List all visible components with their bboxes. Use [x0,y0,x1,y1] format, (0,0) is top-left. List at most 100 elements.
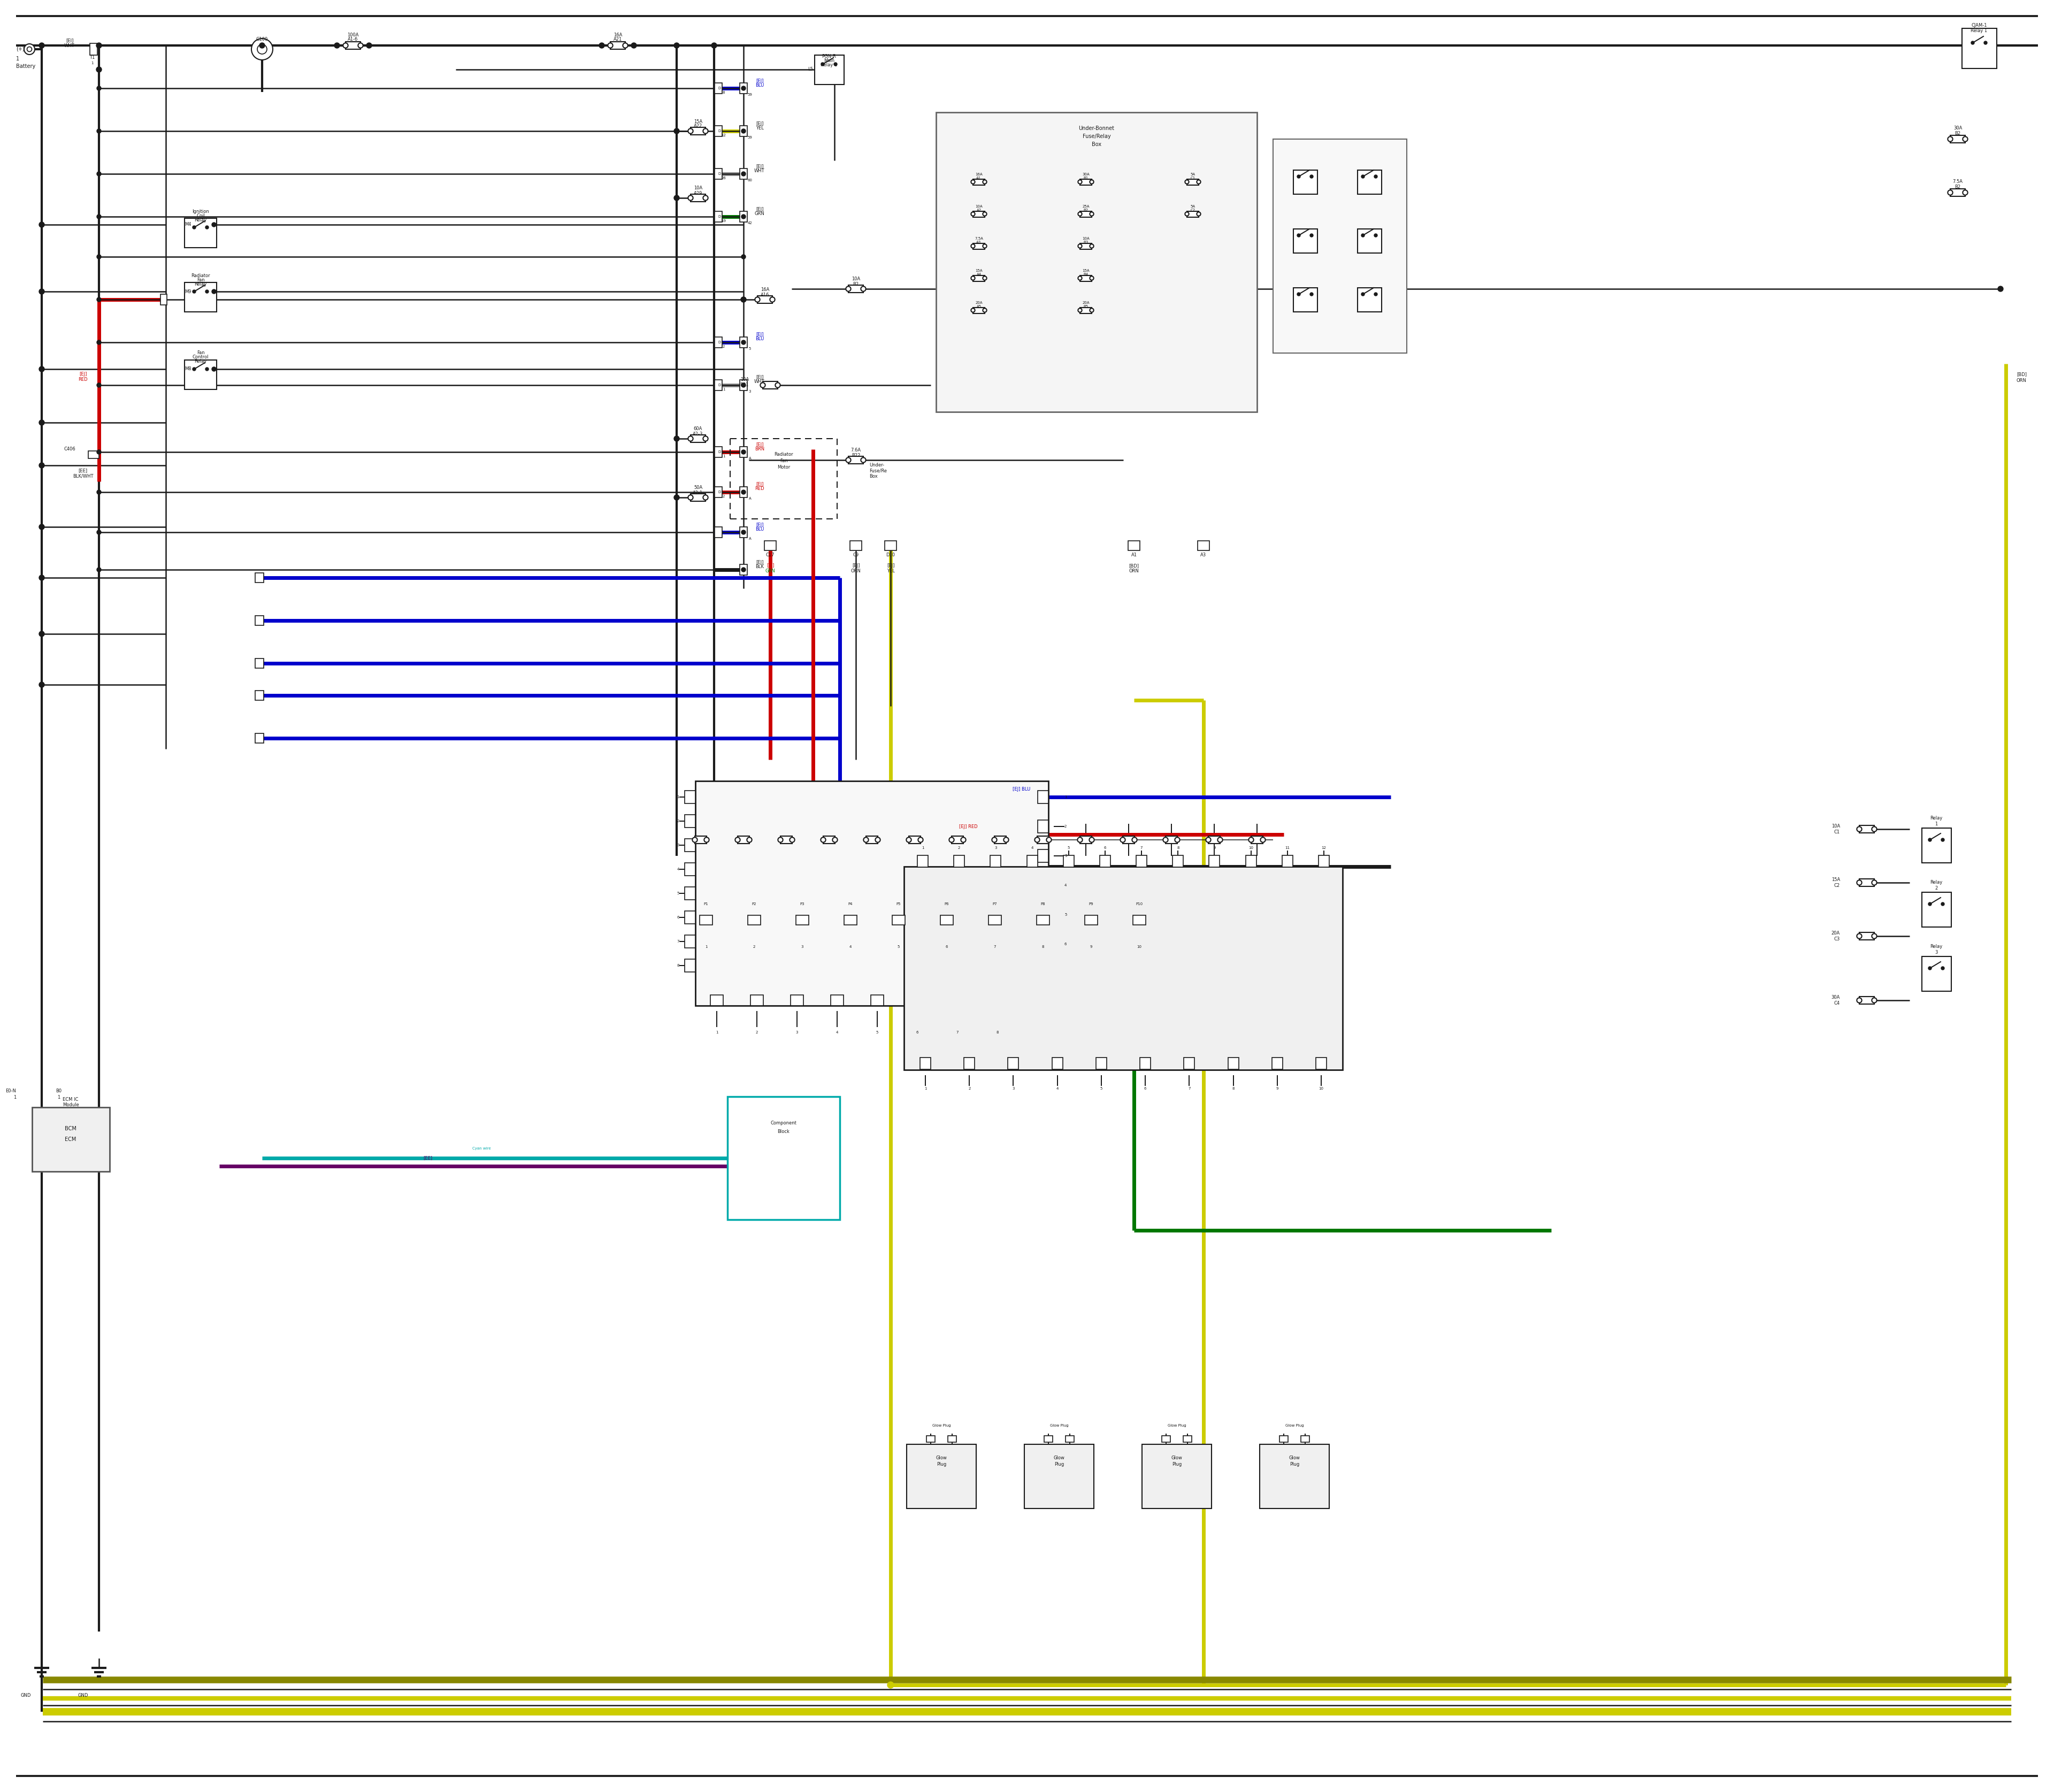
Bar [918,855,928,867]
Text: 20A: 20A [1082,301,1089,305]
Text: 9: 9 [1091,944,1093,948]
Text: D10: D10 [885,554,896,557]
Text: 8: 8 [678,964,680,968]
Bar [1187,179,1200,185]
Circle shape [1091,179,1093,185]
Text: C1: C1 [1191,177,1195,179]
Bar [791,995,803,1005]
Text: A2-1: A2-1 [692,491,702,495]
Circle shape [741,86,746,90]
Text: Relay: Relay [195,358,207,364]
Text: 2: 2 [967,1088,972,1090]
Circle shape [39,366,45,371]
Bar [974,211,984,217]
Circle shape [972,308,976,312]
Text: BLU: BLU [756,527,764,532]
Bar [1080,306,1093,314]
Bar [758,296,772,303]
Circle shape [39,419,45,425]
Bar [690,495,705,502]
Text: C2: C2 [1191,208,1195,211]
Circle shape [863,837,869,842]
Text: 3: 3 [1013,1088,1015,1090]
Text: 15A
C2: 15A C2 [1832,878,1840,887]
Bar [1859,996,1873,1004]
Text: YEL: YEL [756,125,764,131]
Circle shape [1045,837,1052,842]
Circle shape [257,45,267,54]
Bar [951,837,963,844]
Circle shape [1857,998,1861,1004]
Text: BLK: BLK [756,564,764,568]
Circle shape [846,457,850,462]
Circle shape [1078,179,1082,185]
Bar [160,294,166,305]
Text: 10A: 10A [739,378,750,382]
Text: [EJ] RED: [EJ] RED [959,824,978,830]
Text: Relay
2: Relay 2 [1931,880,1943,891]
Text: Glow Plug: Glow Plug [1050,1425,1068,1426]
Text: RED: RED [78,378,88,382]
Text: A1: A1 [976,177,982,179]
Text: 7: 7 [994,944,996,948]
Bar [1317,1057,1327,1070]
Circle shape [875,837,881,842]
Bar [684,839,696,851]
Circle shape [622,43,629,48]
Circle shape [887,1683,893,1688]
Bar [1099,855,1111,867]
Bar [891,916,906,925]
Text: B2: B2 [1955,185,1962,190]
Circle shape [1249,837,1253,842]
Bar [715,337,723,348]
Bar [1197,541,1210,550]
Bar [88,452,99,459]
Text: A16: A16 [760,292,770,297]
Circle shape [688,195,692,201]
Circle shape [961,837,965,842]
Circle shape [756,297,760,303]
Text: L5: L5 [807,66,813,72]
Text: D: D [719,129,721,133]
Bar [684,887,696,900]
Text: [EJ]: [EJ] [756,443,764,446]
Circle shape [39,43,45,48]
Text: M9: M9 [185,289,191,294]
Bar [690,127,705,134]
Circle shape [1857,826,1861,831]
Text: 2: 2 [723,346,725,348]
Text: 10: 10 [1249,846,1253,849]
Bar [1037,909,1048,921]
Circle shape [982,244,986,247]
Bar [1009,1057,1019,1070]
Circle shape [741,215,746,219]
Text: GRN: GRN [754,211,764,215]
Circle shape [97,172,101,176]
Text: 5: 5 [877,1030,879,1034]
Circle shape [193,226,195,229]
Text: [EE]: [EE] [423,1156,433,1161]
Text: 1: 1 [705,944,707,948]
Text: [EJ]: [EJ] [756,521,764,527]
Text: [EJ]: [EJ] [78,373,86,376]
Text: P4: P4 [848,903,852,905]
Text: Under-Bonnet: Under-Bonnet [1078,125,1115,131]
Text: [EJ]: [EJ] [756,482,764,487]
Bar [739,487,748,498]
Bar [1294,170,1317,194]
Text: [EJ]: [EJ] [756,122,764,125]
Text: WHT: WHT [754,168,764,174]
Text: 12: 12 [1321,846,1327,849]
Circle shape [674,495,680,500]
Bar [988,916,1002,925]
Text: [BD]: [BD] [1130,563,1140,568]
Bar [797,916,809,925]
Text: Glow Plug: Glow Plug [1286,1425,1304,1426]
Text: ORN: ORN [850,568,861,573]
Bar [1208,837,1220,844]
Text: 1: 1 [922,846,924,849]
Text: WHT: WHT [64,43,74,48]
Bar [1080,211,1093,217]
Bar [690,435,705,443]
Text: WHT: WHT [754,380,764,383]
